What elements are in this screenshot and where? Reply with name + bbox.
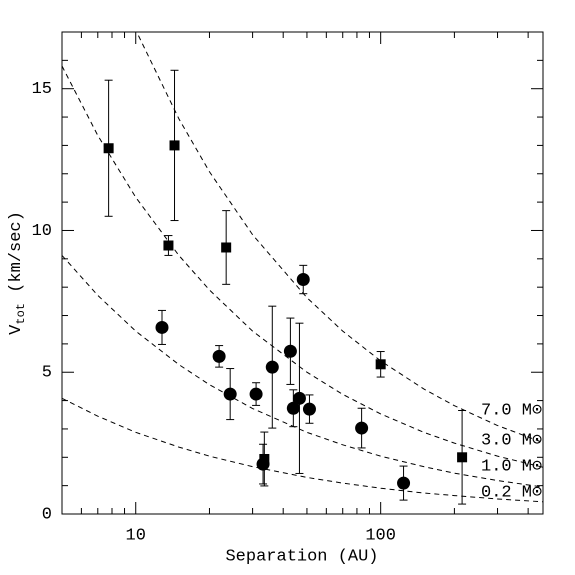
point <box>163 240 174 251</box>
x-tick-label: 10 <box>126 526 146 545</box>
point <box>265 360 279 374</box>
mass-curve <box>62 397 543 503</box>
point <box>375 359 386 370</box>
curve-label: 0.2 M⊙ <box>481 483 542 502</box>
plot-frame <box>61 31 544 515</box>
y-label-sub: tot <box>14 303 28 325</box>
point <box>302 402 316 416</box>
point <box>169 140 180 151</box>
point <box>457 452 468 463</box>
point <box>256 457 270 471</box>
y-tick-label: 15 <box>32 80 52 99</box>
mass-curve <box>136 32 543 444</box>
y-tick-label: 10 <box>32 222 52 241</box>
point <box>355 421 369 435</box>
y-axis-label: Vtot (km/sec) <box>7 211 28 335</box>
point <box>292 391 306 405</box>
curve-label: 1.0 M⊙ <box>481 457 542 476</box>
x-tick-label: 100 <box>365 526 396 545</box>
plot-area <box>62 32 543 503</box>
point <box>155 320 169 334</box>
mass-curve <box>62 65 543 468</box>
mass-curve <box>62 255 543 488</box>
point <box>286 401 300 415</box>
point <box>221 242 232 253</box>
point <box>223 387 237 401</box>
point <box>296 273 310 287</box>
y-label-rest: (km/sec) <box>7 211 26 303</box>
point <box>212 349 226 363</box>
y-tick-label: 5 <box>42 364 52 383</box>
curve-label: 3.0 M⊙ <box>481 431 542 450</box>
curve-label: 7.0 M⊙ <box>481 401 542 420</box>
point <box>249 387 263 401</box>
point <box>397 476 411 490</box>
y-tick-label: 0 <box>42 505 52 524</box>
x-axis-label: Separation (AU) <box>225 547 378 566</box>
point <box>103 143 114 154</box>
point <box>283 344 297 358</box>
y-label-main: V <box>7 324 26 335</box>
